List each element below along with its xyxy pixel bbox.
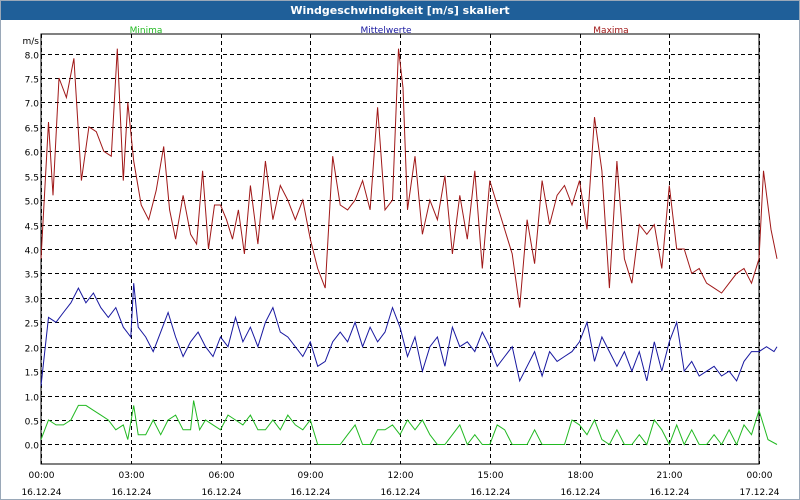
x-tick-time: 03:00 [119,471,145,481]
x-tick-date: 16.12.24 [649,488,689,498]
y-tick-label: 5.5 [25,174,39,184]
y-tick-label: 6.0 [25,149,40,159]
x-tick-time: 18:00 [568,471,594,481]
x-tick-time: 00:00 [29,471,55,481]
y-tick-label: 2.5 [25,320,39,330]
x-tick-date: 17.12.24 [739,488,779,498]
x-tick-date: 16.12.24 [290,488,330,498]
y-tick-label: 4.0 [25,247,40,257]
y-tick-label: 8.0 [25,52,40,62]
y-tick-label: 0.5 [25,418,39,428]
y-tick-label: 1.5 [25,369,39,379]
legend-maxima: Maxima [593,26,628,36]
y-tick-label: 7.0 [25,100,40,110]
y-tick-label: 0.0 [25,442,40,452]
x-tick-time: 00:00 [747,471,773,481]
legend-mittelwerte: Mittelwerte [360,26,411,36]
x-tick-date: 16.12.24 [560,488,600,498]
chart-title: Windgeschwindigkeit [m/s] skaliert [1,1,799,20]
x-tick-date: 16.12.24 [201,488,241,498]
y-tick-label: 1.0 [25,394,40,404]
series-line-maxima [40,48,778,308]
x-tick-time: 21:00 [657,471,683,481]
y-tick-label: 4.5 [25,223,39,233]
y-tick-label: 3.0 [25,296,40,306]
y-tick-label: 7.5 [25,76,39,86]
y-tick-label: 2.0 [25,345,40,355]
legend: Minima Mittelwerte Maxima [130,26,629,36]
series-line-mittelwerte [40,283,778,386]
x-tick-time: 12:00 [388,471,414,481]
legend-minima: Minima [130,26,163,36]
grid [40,33,760,465]
axes: 0.0 0.5 1.0 1.5 2.0 2.5 3.0 3.5 4.0 4.5 5.0 5.5 6.0 6… [21,37,779,498]
y-axis-label: m/s [23,37,40,47]
y-tick-label: 3.5 [25,271,39,281]
y-tick-label: 5.0 [25,198,40,208]
wind-speed-chart: 0.0 0.5 1.0 1.5 2.0 2.5 3.0 3.5 4.0 4.5 5.0 5.5 6.0 6… [21,26,779,498]
series-line-minima [40,400,778,446]
x-tick-date: 16.12.24 [470,488,510,498]
x-tick-time: 09:00 [298,471,324,481]
x-tick-date: 16.12.24 [380,488,420,498]
x-tick-date: 16.12.24 [111,488,151,498]
y-tick-label: 6.5 [25,125,39,135]
series-lines [40,48,778,446]
x-tick-time: 15:00 [478,471,504,481]
x-tick-date: 16.12.24 [21,488,61,498]
x-tick-time: 06:00 [209,471,235,481]
